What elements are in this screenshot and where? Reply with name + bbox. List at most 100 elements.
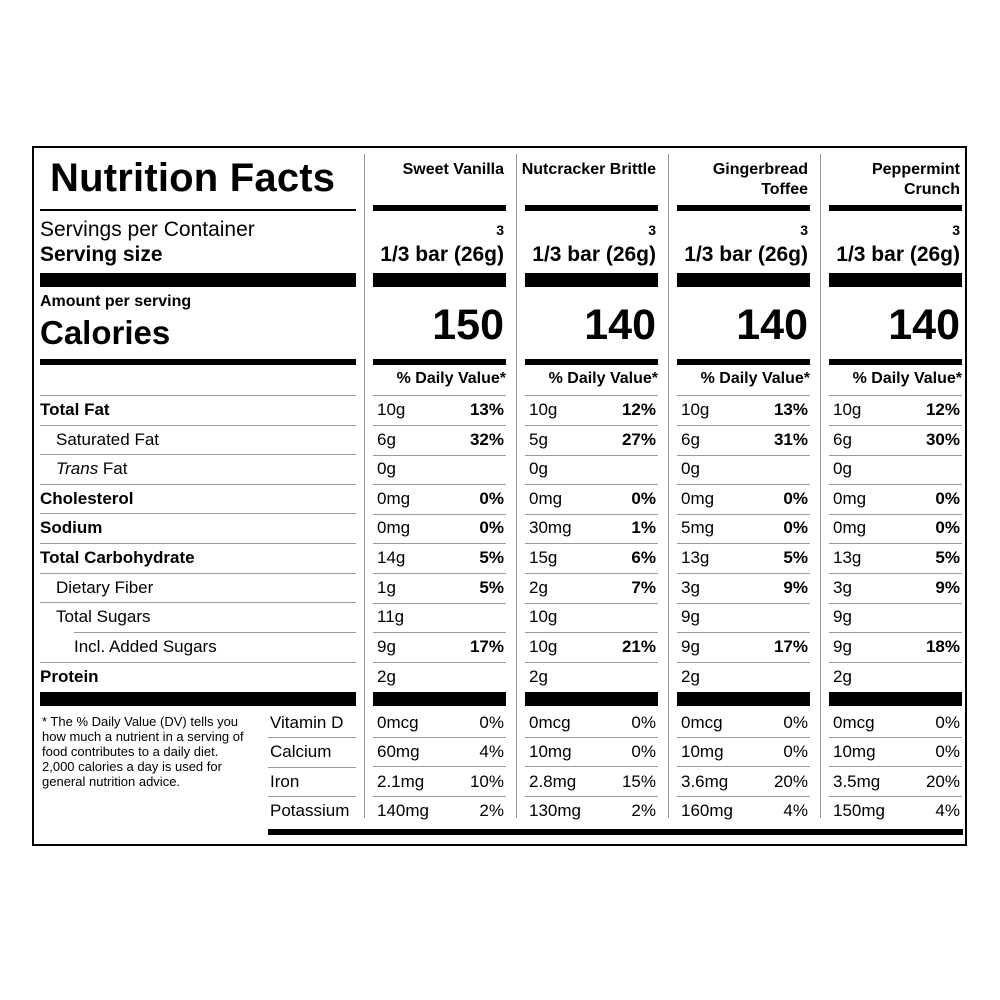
cell-amount-trans-fat: 0g: [681, 459, 700, 478]
daily-value-header: % Daily Value*: [548, 370, 658, 387]
cell-amount-trans-fat: 0g: [833, 459, 852, 478]
cell-dv-potassium: 2%: [479, 801, 504, 820]
cell-dv-calcium: 0%: [935, 742, 960, 761]
cell-amount-potassium: 140mg: [377, 801, 429, 820]
cell-amount-total-fat: 10g: [833, 400, 862, 419]
cell-amount-potassium: 130mg: [529, 801, 581, 820]
product-name-bar: [677, 205, 810, 211]
cell-dv-saturated-fat: 32%: [469, 430, 504, 449]
nutrient-total-fat: Total Fat: [40, 400, 110, 419]
cell-amount-calcium: 60mg: [377, 742, 420, 761]
column-separator: [516, 154, 517, 818]
trans-fat-italic-label: Trans: [56, 459, 99, 478]
cell-dv-iron: 15%: [621, 772, 656, 791]
nutrient-saturated-fat: Saturated Fat: [56, 430, 160, 449]
product-name: Sweet Vanilla: [402, 161, 504, 178]
product-column: Sweet Vanilla 3 1/3 bar (26g) 150 % Daily Va…: [373, 148, 506, 848]
calories-value: 140: [888, 301, 960, 349]
calories-value: 150: [432, 301, 504, 349]
row-divider: [677, 573, 810, 574]
nutrient-total-carbohydrate: Total Carbohydrate: [40, 548, 195, 567]
label-title: Nutrition Facts: [50, 156, 336, 200]
cell-dv-iron: 20%: [925, 772, 960, 791]
row-divider: [525, 514, 658, 515]
vitamin-row-divider: [373, 796, 506, 797]
row-divider: [373, 573, 506, 574]
row-divider: [829, 662, 962, 663]
row-divider: [829, 573, 962, 574]
cell-amount-vitamin-d: 0mcg: [377, 713, 419, 732]
bottom-rule: [268, 829, 963, 835]
cell-dv-vitamin-d: 0%: [631, 713, 656, 732]
cell-amount-potassium: 150mg: [833, 801, 885, 820]
servings-value: 3: [952, 222, 960, 238]
row-divider: [373, 514, 506, 515]
nutrient-dietary-fiber: Dietary Fiber: [56, 578, 154, 597]
daily-value-footnote: * The % Daily Value (DV) tells you how m…: [42, 714, 244, 789]
servings-value: 3: [648, 222, 656, 238]
cell-dv-added-sugars: 17%: [469, 637, 504, 656]
cell-amount-sodium: 0mg: [833, 518, 867, 537]
serving-size-value: 1/3 bar (26g): [380, 243, 504, 266]
cell-amount-dietary-fiber: 2g: [529, 578, 548, 597]
cell-dv-total-carbohydrate: 5%: [935, 548, 960, 567]
product-column: Gingerbread Toffee 3 1/3 bar (26g) 140 % Dai…: [677, 148, 810, 848]
cell-amount-added-sugars: 10g: [529, 637, 558, 656]
cell-dv-potassium: 4%: [935, 801, 960, 820]
product-name-bar: [829, 205, 962, 211]
cell-amount-vitamin-d: 0mcg: [681, 713, 723, 732]
vitamin-row-divider: [268, 767, 356, 768]
vitamin-row-divider: [525, 737, 658, 738]
row-divider: [677, 514, 810, 515]
row-divider: [373, 603, 506, 604]
product-name: Gingerbread Toffee: [712, 161, 808, 198]
row-divider: [373, 662, 506, 663]
serving-size-bar: [677, 273, 810, 287]
cell-dv-saturated-fat: 30%: [925, 430, 960, 449]
cell-dv-vitamin-d: 0%: [935, 713, 960, 732]
cell-amount-vitamin-d: 0mcg: [833, 713, 875, 732]
column-separator: [820, 154, 821, 818]
cell-amount-trans-fat: 0g: [377, 459, 396, 478]
cell-dv-potassium: 2%: [631, 801, 656, 820]
cell-dv-added-sugars: 18%: [925, 637, 960, 656]
cell-dv-total-fat: 13%: [469, 400, 504, 419]
row-divider: [677, 662, 810, 663]
vitamin-row-divider: [677, 737, 810, 738]
cell-amount-total-carbohydrate: 13g: [681, 548, 710, 567]
row-divider: [40, 573, 356, 574]
cell-amount-added-sugars: 9g: [833, 637, 852, 656]
row-divider: [525, 573, 658, 574]
cell-dv-vitamin-d: 0%: [479, 713, 504, 732]
row-divider: [829, 395, 962, 396]
vitamin-row-divider: [829, 737, 962, 738]
cell-amount-trans-fat: 0g: [529, 459, 548, 478]
cell-dv-sodium: 1%: [631, 518, 656, 537]
column-separator: [668, 154, 669, 818]
cell-dv-dietary-fiber: 9%: [935, 578, 960, 597]
cell-amount-cholesterol: 0mg: [529, 489, 563, 508]
cell-dv-cholesterol: 0%: [935, 489, 960, 508]
row-divider: [40, 513, 356, 514]
cell-dv-saturated-fat: 27%: [621, 430, 656, 449]
calories-bar: [677, 359, 810, 365]
product-name-bar: [525, 205, 658, 211]
vitamin-row-divider: [268, 796, 356, 797]
product-name: Nutcracker Brittle: [521, 161, 656, 178]
cell-dv-added-sugars: 21%: [621, 637, 656, 656]
vitamin-row-divider: [525, 796, 658, 797]
row-divider: [677, 425, 810, 426]
trans-fat-label-rest: Fat: [98, 459, 128, 478]
nutrient-trans-fat: Trans Fat: [56, 454, 128, 484]
calories-value: 140: [584, 301, 656, 349]
row-divider: [525, 455, 658, 456]
servings-value: 3: [496, 222, 504, 238]
cell-amount-dietary-fiber: 3g: [681, 578, 700, 597]
row-divider: [40, 454, 356, 455]
row-divider: [40, 484, 356, 485]
protein-bar: [829, 692, 962, 706]
serving-size-bar: [525, 273, 658, 287]
cell-amount-total-sugars: 11g: [377, 607, 405, 626]
vitamin-row-divider: [677, 766, 810, 767]
product-column: Nutcracker Brittle 3 1/3 bar (26g) 140 % Dai…: [522, 148, 658, 848]
